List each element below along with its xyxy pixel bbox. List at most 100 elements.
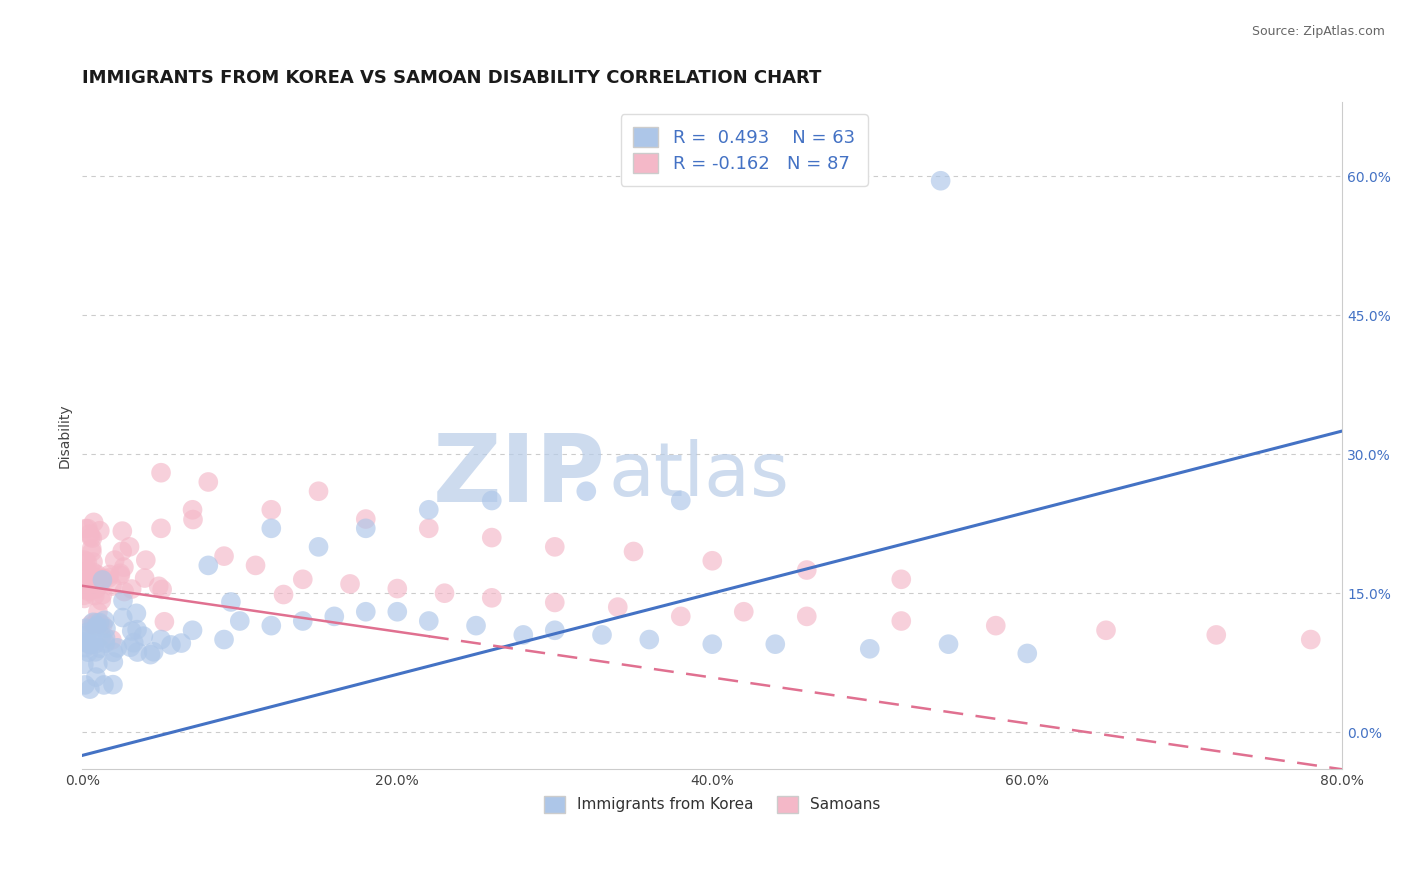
Point	[260, 503, 283, 517]
Point	[308, 540, 330, 554]
Point	[94, 631, 117, 645]
Point	[112, 584, 135, 599]
Point	[308, 484, 330, 499]
Point	[98, 567, 121, 582]
Point	[702, 637, 724, 651]
Point	[181, 503, 204, 517]
Point	[104, 553, 127, 567]
Point	[73, 678, 96, 692]
Point	[101, 678, 124, 692]
Text: atlas: atlas	[609, 439, 790, 512]
Point	[87, 657, 110, 671]
Point	[938, 637, 960, 651]
Point	[575, 484, 598, 499]
Point	[84, 620, 107, 634]
Point	[75, 554, 97, 568]
Point	[90, 629, 112, 643]
Point	[84, 645, 107, 659]
Point	[111, 610, 134, 624]
Point	[97, 571, 120, 585]
Point	[87, 605, 110, 619]
Point	[1299, 632, 1322, 647]
Point	[83, 637, 105, 651]
Point	[623, 544, 645, 558]
Point	[118, 540, 141, 554]
Point	[120, 640, 142, 655]
Point	[101, 632, 124, 647]
Point	[890, 614, 912, 628]
Y-axis label: Disability: Disability	[58, 403, 72, 468]
Point	[291, 614, 314, 628]
Point	[702, 554, 724, 568]
Point	[79, 527, 101, 541]
Point	[73, 591, 96, 606]
Point	[132, 629, 155, 643]
Point	[82, 615, 104, 630]
Point	[76, 522, 98, 536]
Point	[387, 605, 409, 619]
Point	[481, 591, 503, 605]
Point	[669, 609, 692, 624]
Point	[111, 544, 134, 558]
Point	[984, 618, 1007, 632]
Point	[212, 632, 235, 647]
Point	[669, 493, 692, 508]
Point	[80, 530, 103, 544]
Point	[77, 645, 100, 659]
Point	[80, 617, 103, 632]
Point	[77, 584, 100, 599]
Point	[197, 558, 219, 573]
Point	[890, 572, 912, 586]
Point	[181, 512, 204, 526]
Text: ZIP: ZIP	[432, 430, 605, 522]
Point	[125, 623, 148, 637]
Point	[73, 573, 96, 587]
Point	[94, 622, 117, 636]
Point	[73, 588, 96, 602]
Point	[181, 624, 204, 638]
Point	[125, 607, 148, 621]
Point	[197, 475, 219, 489]
Point	[82, 618, 104, 632]
Text: IMMIGRANTS FROM KOREA VS SAMOAN DISABILITY CORRELATION CHART: IMMIGRANTS FROM KOREA VS SAMOAN DISABILI…	[83, 69, 821, 87]
Point	[84, 615, 107, 630]
Point	[1095, 624, 1118, 638]
Point	[323, 609, 346, 624]
Point	[134, 571, 156, 585]
Point	[91, 588, 114, 602]
Point	[121, 582, 143, 596]
Point	[86, 582, 108, 596]
Point	[83, 516, 105, 530]
Point	[148, 579, 170, 593]
Point	[354, 605, 377, 619]
Point	[73, 582, 96, 597]
Point	[80, 541, 103, 556]
Point	[112, 560, 135, 574]
Point	[105, 640, 128, 655]
Point	[80, 545, 103, 559]
Point	[82, 555, 104, 569]
Point	[481, 493, 503, 508]
Point	[418, 521, 440, 535]
Point	[73, 635, 96, 649]
Point	[139, 648, 162, 662]
Point	[544, 540, 567, 554]
Point	[77, 636, 100, 650]
Point	[101, 579, 124, 593]
Point	[481, 531, 503, 545]
Point	[93, 678, 115, 692]
Point	[170, 636, 193, 650]
Point	[89, 524, 111, 538]
Point	[121, 624, 143, 638]
Point	[82, 531, 104, 545]
Point	[82, 566, 104, 580]
Point	[544, 595, 567, 609]
Point	[219, 595, 242, 609]
Point	[111, 593, 134, 607]
Point	[73, 629, 96, 643]
Point	[465, 618, 488, 632]
Point	[93, 572, 115, 586]
Point	[86, 567, 108, 582]
Point	[638, 632, 661, 647]
Point	[76, 555, 98, 569]
